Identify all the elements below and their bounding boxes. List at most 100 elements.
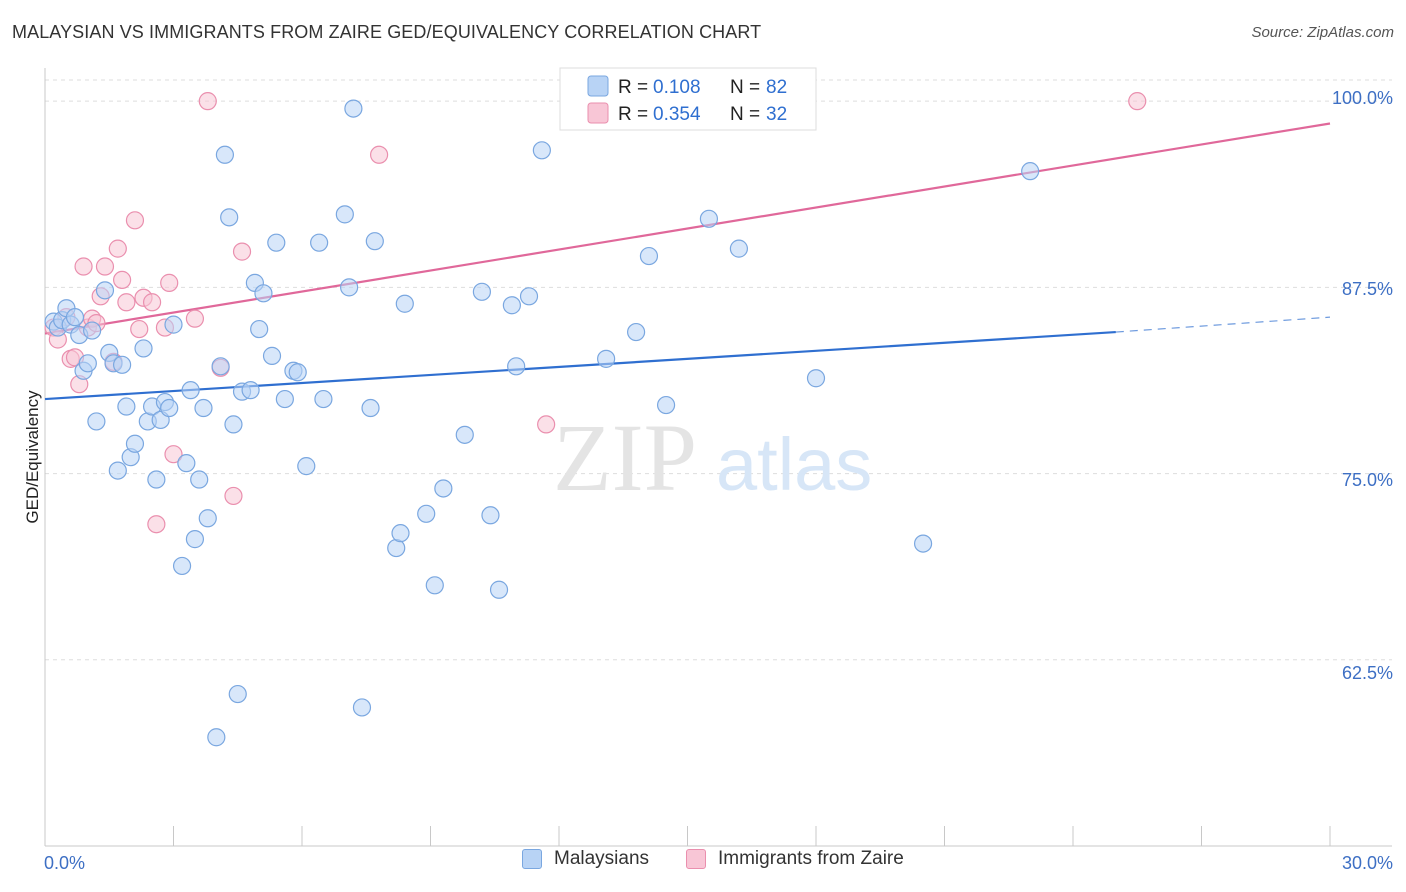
malaysians-point-38 — [224, 415, 243, 434]
y-tick-label-87-5: 87.5% — [1342, 279, 1393, 299]
malaysians-point-32 — [194, 398, 213, 418]
malaysians-point-53 — [335, 205, 354, 224]
malaysians-point-79 — [806, 369, 826, 388]
malaysians-trend-line — [44, 330, 1116, 401]
malaysians-point-18 — [125, 434, 145, 453]
malaysians-point-60 — [391, 524, 410, 543]
malaysians-point-58 — [365, 232, 384, 251]
malaysians-point-80 — [913, 534, 933, 553]
zaire-point-22 — [160, 273, 179, 292]
stats-r-label-0: R = — [618, 77, 648, 98]
zaire-trend-line — [44, 122, 1331, 335]
malaysians-point-52 — [314, 389, 333, 409]
malaysians-point-46 — [267, 233, 286, 252]
malaysians-point-75 — [639, 246, 659, 266]
malaysians-point-29 — [181, 381, 200, 400]
malaysians-point-55 — [344, 99, 363, 118]
zaire-point-19 — [142, 293, 162, 312]
malaysians-point-63 — [425, 576, 444, 595]
malaysians-point-33 — [198, 509, 217, 528]
malaysians-point-66 — [472, 282, 491, 301]
tick-labels: 0.0% 30.0% 62.5% 75.0% 87.5% 100.0% GED/… — [23, 88, 1393, 873]
zaire-point-31 — [1128, 92, 1147, 111]
stats-r-value-1: 0.354 — [653, 104, 701, 125]
malaysians-point-34 — [207, 728, 226, 747]
x-tick-label-1: 30.0% — [1342, 853, 1393, 873]
legend-swatch-zaire — [686, 849, 706, 869]
zaire-point-25 — [198, 92, 217, 111]
zaire-point-6 — [74, 257, 93, 276]
malaysians-point-68 — [489, 580, 509, 599]
legend-item-malaysians[interactable]: Malaysians — [522, 848, 649, 870]
legend-item-zaire[interactable]: Immigrants from Zaire — [686, 848, 904, 870]
source-label: Source: ZipAtlas.com — [1251, 24, 1394, 41]
legend-swatch-malaysians — [522, 849, 542, 869]
zaire-point-23 — [164, 445, 183, 464]
zaire-point-20 — [147, 515, 166, 534]
malaysians-point-36 — [215, 145, 234, 164]
y-tick-label-100: 100.0% — [1332, 88, 1393, 108]
zaire-point-11 — [95, 257, 115, 276]
zaire-point-28 — [232, 242, 252, 261]
malaysians-point-14 — [108, 461, 127, 480]
stats-n-value-0: 82 — [766, 77, 787, 98]
malaysians-point-10 — [87, 412, 106, 431]
malaysians-point-67 — [481, 506, 500, 525]
legend-label-zaire: Immigrants from Zaire — [718, 848, 904, 869]
malaysians-point-25 — [160, 398, 179, 418]
malaysians-point-76 — [656, 395, 676, 415]
malaysians-point-27 — [172, 556, 192, 576]
malaysians-point-39 — [228, 684, 247, 704]
malaysians-point-41 — [241, 381, 260, 400]
malaysians-point-49 — [288, 363, 307, 382]
malaysians-point-69 — [502, 296, 521, 315]
data-points — [44, 92, 1147, 747]
stats-n-label-0: N = — [730, 77, 760, 98]
zaire-point-29 — [370, 145, 389, 164]
stats-legend: R = 0.108 N = 82 R = 0.354 N = 32 — [559, 67, 817, 131]
stats-n-label-1: N = — [730, 104, 760, 125]
trend-lines — [44, 122, 1331, 401]
malaysians-point-74 — [626, 322, 646, 342]
malaysians-point-44 — [254, 284, 273, 303]
chart-title: MALAYSIAN VS IMMIGRANTS FROM ZAIRE GED/E… — [12, 22, 762, 42]
malaysians-point-47 — [275, 389, 294, 409]
y-axis-label: GED/Equivalency — [23, 390, 42, 524]
malaysians-point-9 — [83, 321, 102, 340]
stats-swatch-zaire — [587, 102, 609, 124]
malaysians-point-16 — [117, 397, 136, 416]
zaire-point-27 — [224, 486, 243, 506]
malaysians-point-28 — [177, 454, 196, 473]
malaysians-point-37 — [220, 208, 239, 227]
y-tick-label-62-5: 62.5% — [1342, 663, 1393, 683]
stats-n-value-1: 32 — [766, 104, 787, 125]
series-legend: Malaysians Immigrants from Zaire — [0, 848, 1406, 880]
malaysians-point-77 — [699, 209, 719, 228]
malaysians-point-45 — [262, 346, 282, 365]
gridlines — [45, 79, 1392, 661]
zaire-point-17 — [130, 319, 149, 339]
malaysians-point-57 — [361, 398, 380, 418]
stats-r-value-0: 0.108 — [653, 77, 701, 98]
malaysians-point-8 — [78, 354, 97, 373]
stats-swatch-malaysians — [587, 75, 609, 97]
malaysians-point-50 — [297, 457, 316, 476]
zaire-point-24 — [185, 309, 205, 328]
y-tick-label-75: 75.0% — [1342, 470, 1393, 490]
watermark-zip: ZIP — [553, 404, 697, 511]
malaysians-point-11 — [95, 281, 115, 300]
malaysians-point-31 — [190, 470, 209, 489]
malaysians-point-73 — [597, 349, 616, 368]
malaysians-point-51 — [310, 233, 329, 252]
malaysians-point-59 — [387, 538, 406, 558]
zaire-point-13 — [108, 239, 127, 258]
malaysians-point-22 — [147, 470, 166, 489]
malaysians-point-56 — [352, 698, 372, 717]
zipatlas-watermark: ZIP atlas — [553, 404, 872, 511]
malaysians-point-70 — [507, 357, 526, 376]
zaire-point-30 — [537, 415, 556, 434]
malaysians-point-5 — [65, 308, 85, 327]
malaysians-point-72 — [532, 141, 551, 160]
malaysians-point-19 — [134, 339, 153, 358]
